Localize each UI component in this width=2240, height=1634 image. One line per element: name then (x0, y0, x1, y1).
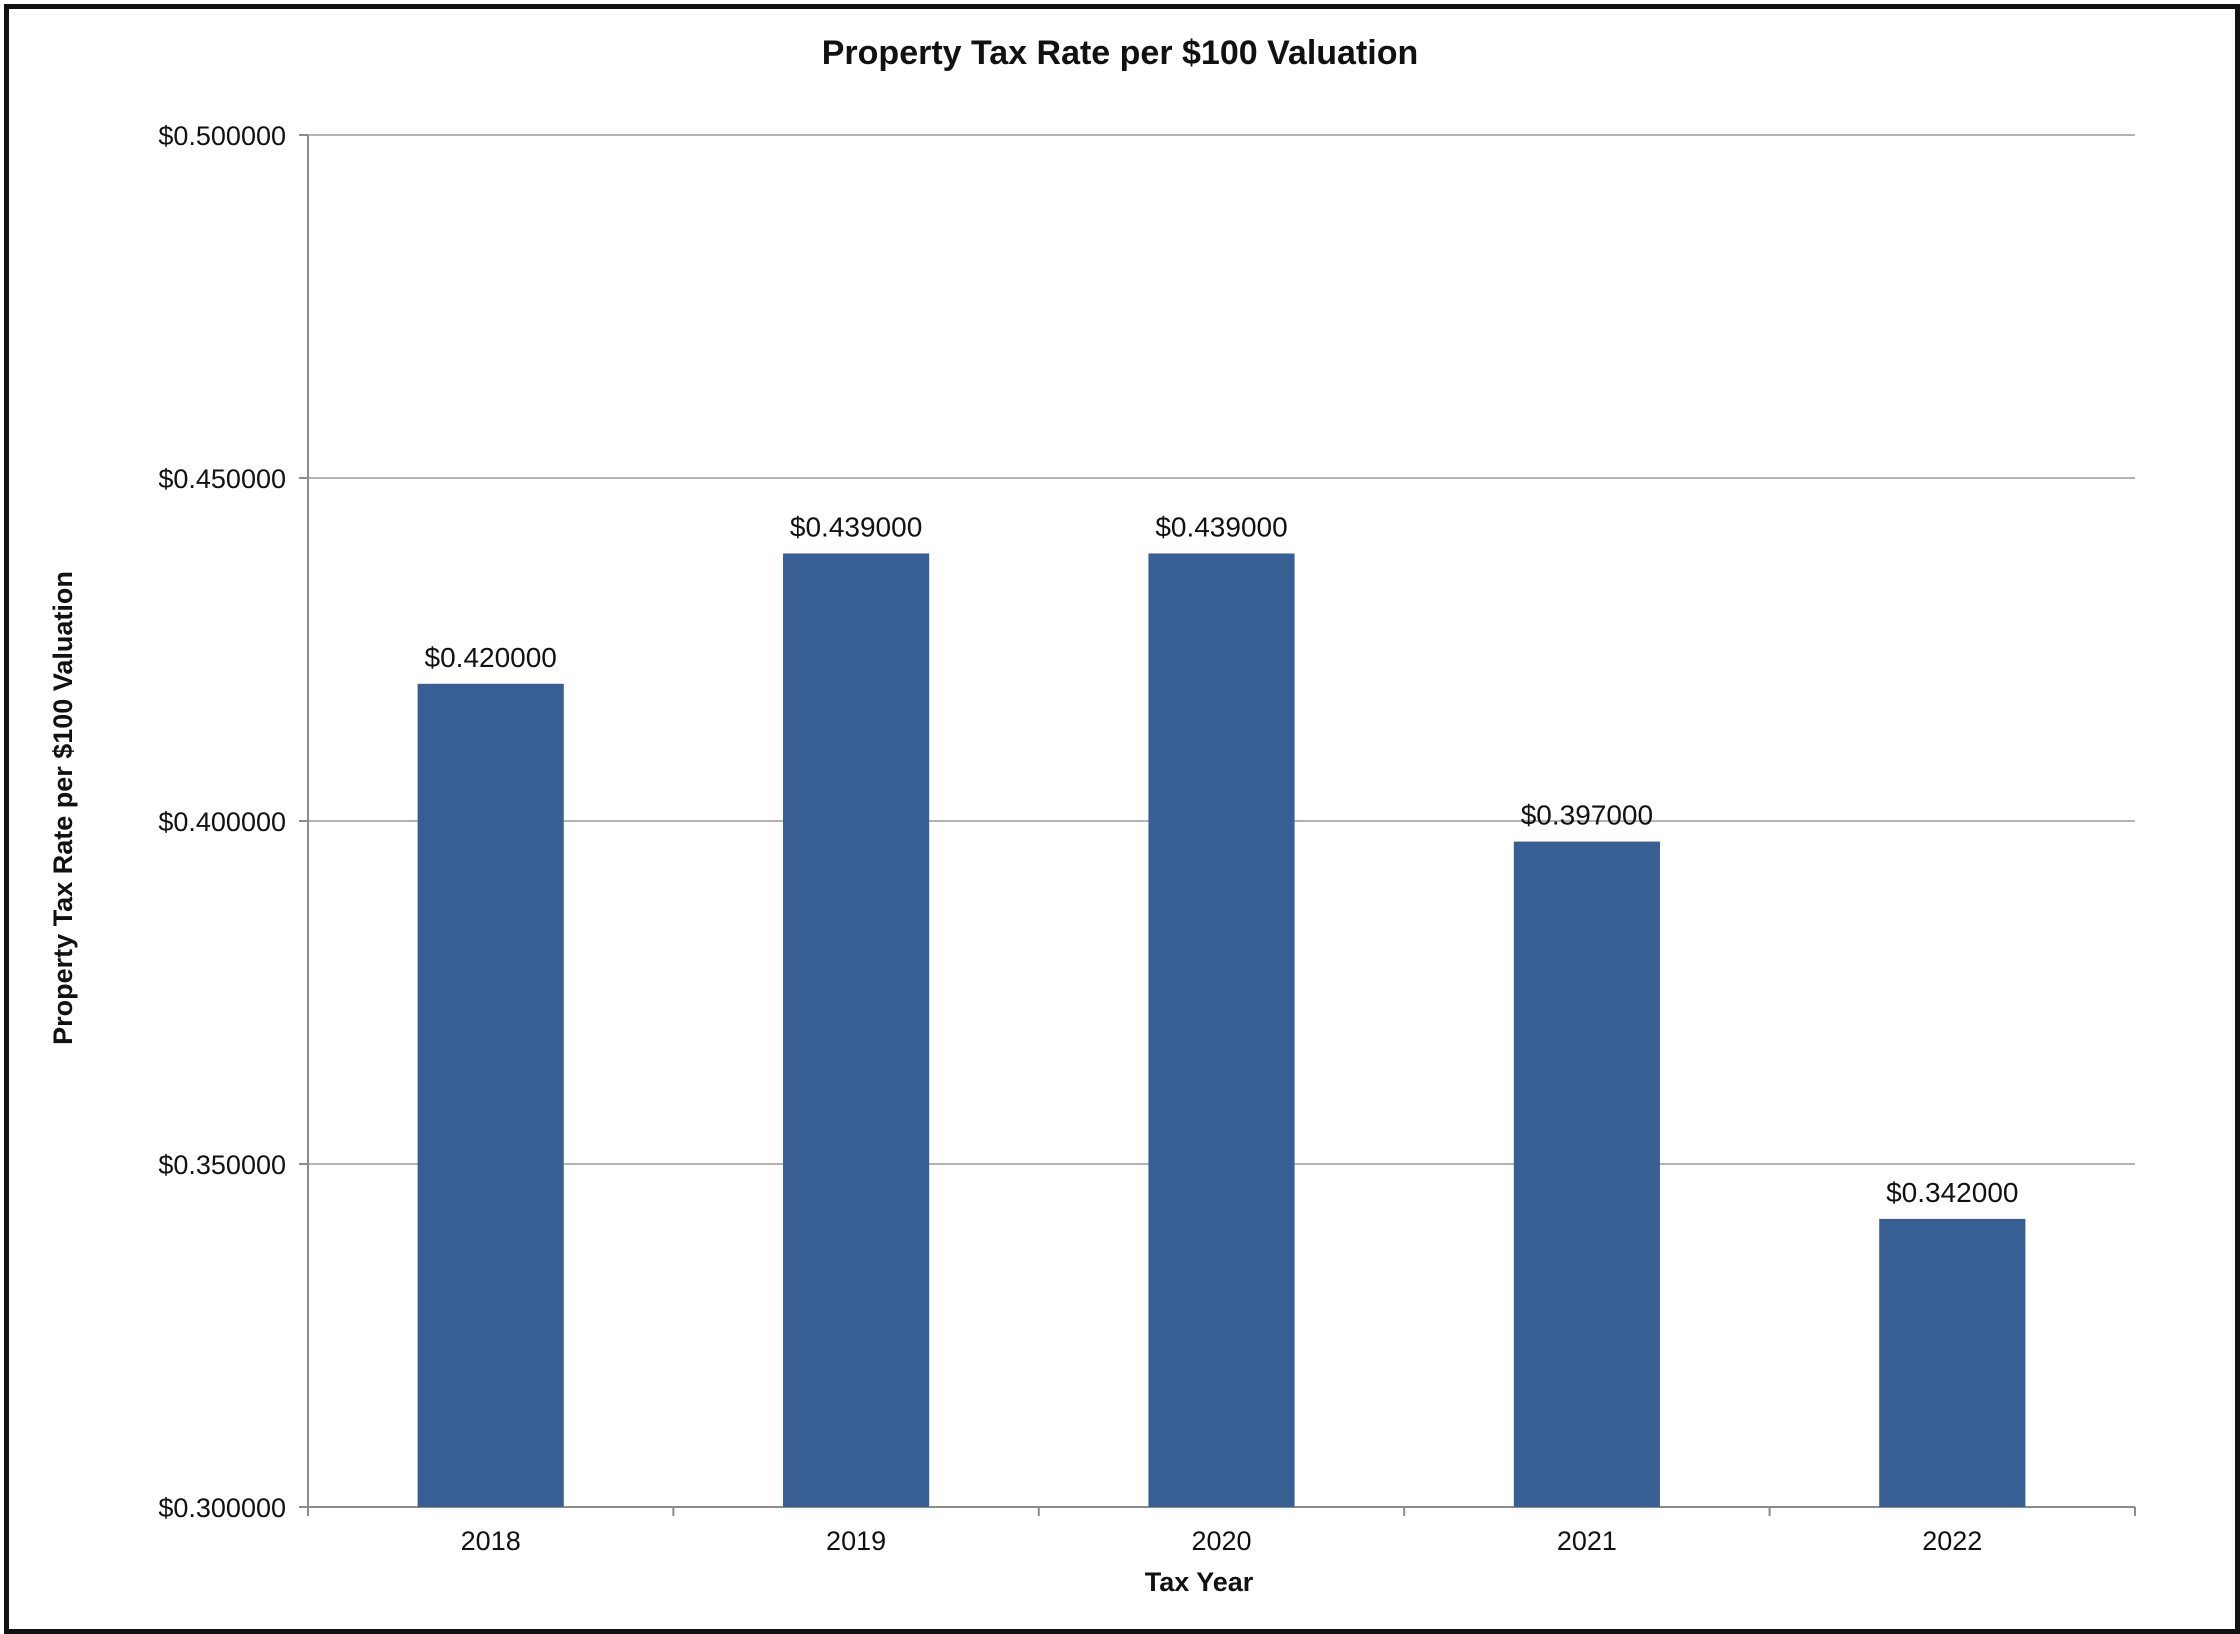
x-axis-title: Tax Year (1145, 1567, 1254, 1597)
y-axis-title: Property Tax Rate per $100 Valuation (48, 571, 78, 1045)
bars (417, 553, 2026, 1507)
y-tick-label: $0.400000 (158, 807, 286, 837)
x-tick-label-2020: 2020 (1191, 1526, 1251, 1556)
y-tick-label: $0.300000 (158, 1493, 286, 1523)
x-tick-label-2021: 2021 (1557, 1526, 1617, 1556)
bar-2021 (1513, 841, 1660, 1507)
bar-2020 (1148, 553, 1295, 1507)
y-tick-label: $0.350000 (158, 1150, 286, 1180)
data-label-2019: $0.439000 (790, 511, 922, 542)
data-label-2018: $0.420000 (425, 642, 557, 673)
y-tick-label: $0.450000 (158, 464, 286, 494)
x-tick-label-2022: 2022 (1922, 1526, 1982, 1556)
chart-frame (4, 4, 2240, 1634)
labels: $0.300000 $0.350000 $0.400000 $0.450000 $0.5… (158, 121, 2018, 1556)
x-tick-label-2019: 2019 (826, 1526, 886, 1556)
x-tick-label-2018: 2018 (461, 1526, 521, 1556)
bar-2018 (417, 683, 564, 1507)
chart-title: Property Tax Rate per $100 Valuation (822, 34, 1419, 72)
data-label-2020: $0.439000 (1155, 511, 1287, 542)
bar-2022 (1879, 1218, 2026, 1507)
y-tick-label: $0.500000 (158, 121, 286, 151)
data-label-2021: $0.397000 (1521, 800, 1653, 831)
data-label-2022: $0.342000 (1886, 1177, 2018, 1208)
bar-2019 (783, 553, 930, 1507)
